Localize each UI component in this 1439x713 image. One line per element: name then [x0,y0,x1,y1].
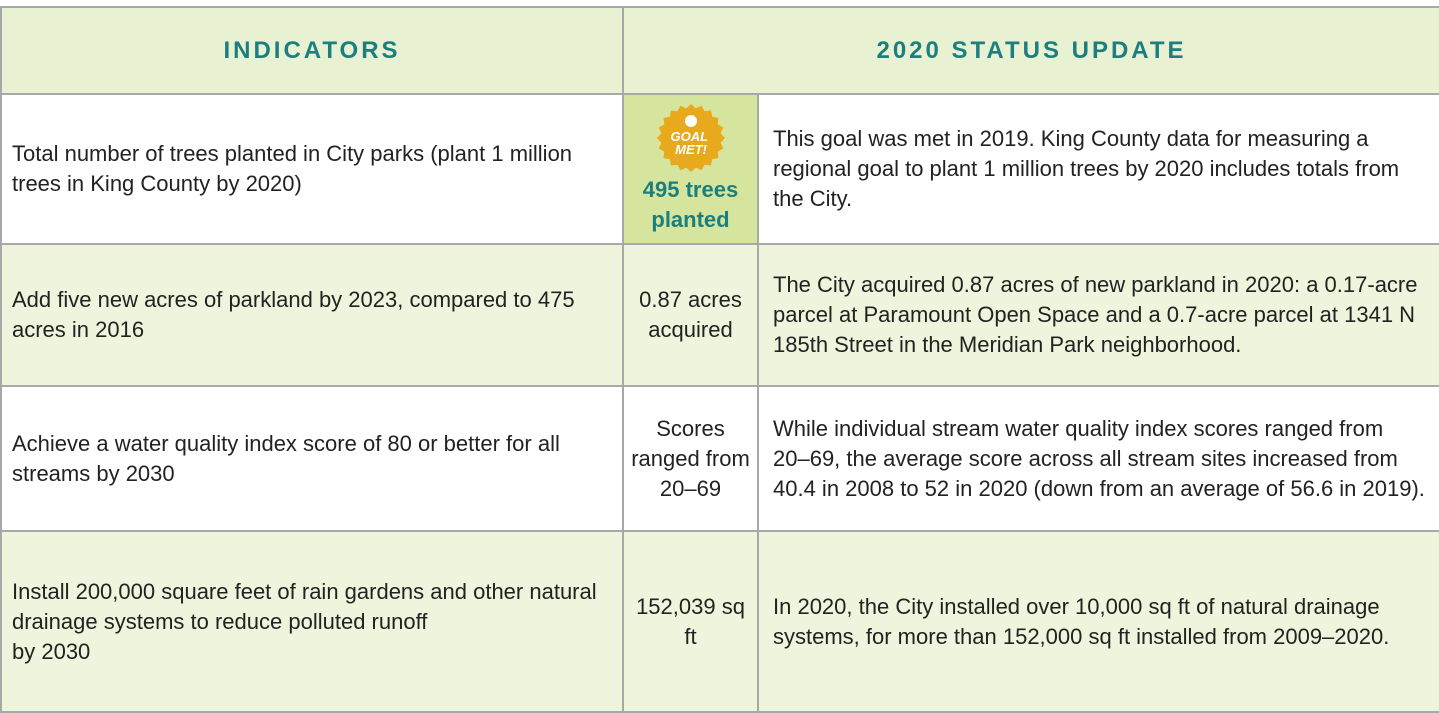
update-cell: The City acquired 0.87 acres of new park… [757,243,1439,387]
indicator-cell: Add five new acres of parkland by 2023, … [0,243,624,387]
status-table: INDICATORS 2020 STATUS UPDATE Total numb… [0,6,1439,713]
column-header: 2020 STATUS UPDATE [622,6,1439,95]
badge-starburst [656,104,725,172]
update-cell: In 2020, the City installed over 10,000 … [757,530,1439,713]
goal-badge: GOAL MET! [656,104,725,172]
column-header: INDICATORS [0,6,624,95]
table-row: Install 200,000 square feet of rain gard… [0,530,1439,713]
status-cell: GOAL MET! 495 trees planted [622,93,759,245]
indicator-cell: Total number of trees planted in City pa… [0,93,624,245]
table-body: Total number of trees planted in City pa… [0,93,1439,713]
status-cell: Scores ranged from 20–69 [622,385,759,532]
table-row: Add five new acres of parkland by 2023, … [0,243,1439,387]
status-cell: 0.87 acres acquired [622,243,759,387]
status-text: Scores ranged from 20–69 [631,415,750,501]
indicator-cell: Achieve a water quality index score of 8… [0,385,624,532]
update-cell: While individual stream water quality in… [757,385,1439,532]
table-row: Achieve a water quality index score of 8… [0,385,1439,532]
status-text: 152,039 sq ft [636,593,745,649]
leaf-icon [684,115,697,127]
update-cell: This goal was met in 2019. King County d… [757,93,1439,245]
status-text: 495 trees planted [642,177,739,232]
header-row: INDICATORS 2020 STATUS UPDATE [0,6,1439,95]
indicator-cell: Install 200,000 square feet of rain gard… [0,530,624,713]
status-cell: 152,039 sq ft [622,530,759,713]
badge-text: GOAL MET! [670,129,711,157]
status-text: 0.87 acres acquired [639,287,742,342]
table-row: Total number of trees planted in City pa… [0,93,1439,245]
